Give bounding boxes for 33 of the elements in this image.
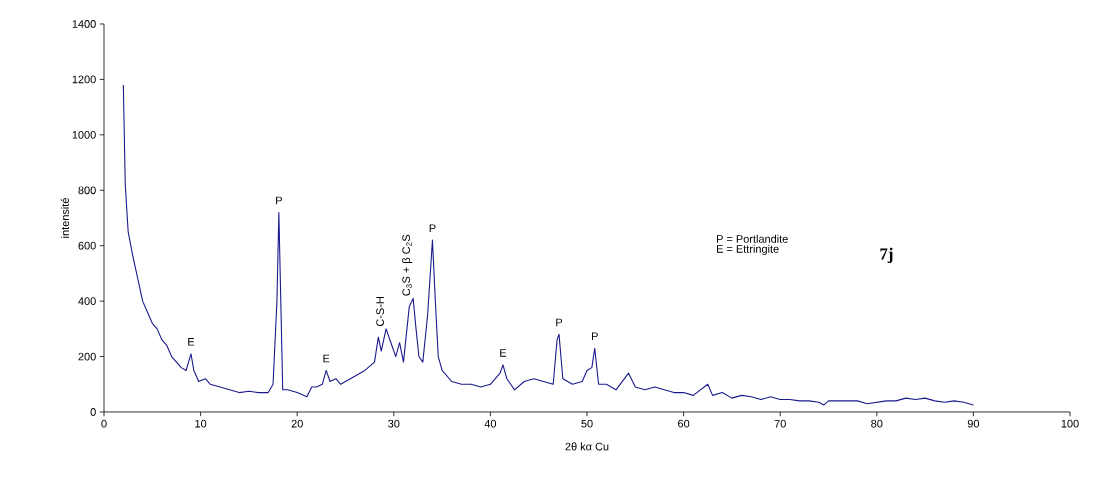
annotation: P xyxy=(276,196,282,205)
y-tick-label: 400 xyxy=(78,297,96,306)
x-tick-label: 60 xyxy=(678,419,690,428)
annotation: E xyxy=(323,354,330,363)
x-tick-label: 50 xyxy=(581,419,593,428)
x-tick-label: 70 xyxy=(774,419,786,428)
y-tick-label: 800 xyxy=(78,186,96,195)
x-axis-title: 2θ kα Cu xyxy=(565,442,609,451)
y-tick-label: 600 xyxy=(78,241,96,250)
annotation: E xyxy=(500,349,507,357)
y-tick-label: 1400 xyxy=(72,20,96,28)
x-tick-label: 30 xyxy=(388,419,400,428)
annotation: P xyxy=(591,332,598,341)
annotation: P = Portlandite xyxy=(717,234,788,243)
y-axis-title: intensité xyxy=(60,198,70,238)
annotation: E xyxy=(188,338,195,346)
x-tick-label: 40 xyxy=(484,419,497,428)
annotation: E = Ettringite xyxy=(717,244,779,255)
annotation: C$_{3}$S + β C$_{2}$S xyxy=(402,234,413,296)
x-tick-label: 20 xyxy=(291,419,303,428)
y-tick-label: 1000 xyxy=(72,130,96,139)
x-tick-label: 100 xyxy=(1061,419,1079,428)
x-tick-label: 10 xyxy=(195,419,207,428)
annotation: 7j xyxy=(880,247,893,264)
x-tick-label: 80 xyxy=(871,419,883,428)
y-tick-label: 1200 xyxy=(72,75,96,84)
annotation: P xyxy=(429,224,436,232)
x-tick-label: 90 xyxy=(967,419,980,428)
y-tick-label: 200 xyxy=(78,352,96,361)
annotation: C-S-H xyxy=(376,297,384,327)
annotation: P xyxy=(556,318,563,327)
y-tick-label: 0 xyxy=(90,408,96,416)
x-tick-label: 0 xyxy=(101,419,107,428)
